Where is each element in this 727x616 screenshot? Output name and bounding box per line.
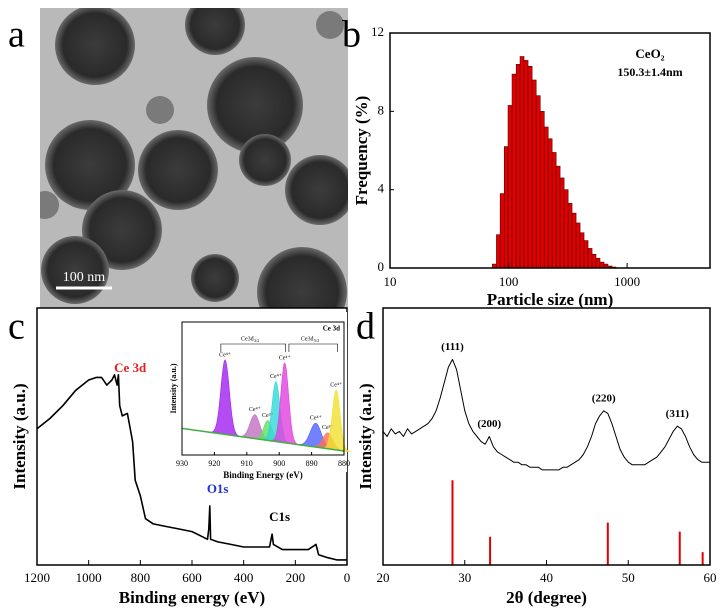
peak-label: (311) bbox=[666, 408, 690, 420]
y-axis-label: Intensity (a.u.) bbox=[10, 383, 29, 489]
x-tick-label: 100 bbox=[499, 274, 519, 289]
panel-letter: a bbox=[8, 14, 25, 56]
y-tick-label: 8 bbox=[378, 102, 385, 117]
group-label-sub: 5/2 bbox=[314, 338, 319, 343]
bar bbox=[511, 73, 517, 269]
x-tick-label: 40 bbox=[540, 570, 553, 585]
peak-label: Ce⁴⁺ bbox=[249, 407, 261, 413]
bar bbox=[527, 65, 533, 269]
x-tick-label: 400 bbox=[234, 570, 254, 585]
bar bbox=[599, 261, 605, 269]
inset-title: Ce 3d bbox=[323, 325, 340, 333]
y-axis-label: Frequency (%) bbox=[352, 96, 371, 206]
bar bbox=[583, 240, 589, 269]
bar bbox=[591, 253, 597, 269]
bar bbox=[595, 257, 601, 269]
background-line bbox=[181, 427, 345, 452]
bar bbox=[515, 64, 521, 269]
bar bbox=[499, 193, 505, 269]
x-tick-label: 920 bbox=[208, 459, 220, 468]
x-tick-label: 880 bbox=[338, 459, 350, 468]
bar bbox=[587, 248, 593, 269]
group-label-sub: 3/2 bbox=[254, 338, 259, 343]
x-tick-label: 900 bbox=[273, 459, 285, 468]
group-bracket bbox=[288, 343, 338, 352]
bar bbox=[535, 95, 541, 269]
x-tick-label: 1200 bbox=[24, 570, 50, 585]
x-axis-label: 2θ (degree) bbox=[506, 588, 587, 607]
x-tick-label: 800 bbox=[131, 570, 151, 585]
bar bbox=[559, 177, 565, 269]
fit-peak bbox=[268, 362, 301, 446]
peak-label: Ce³⁺ bbox=[262, 413, 274, 419]
bar bbox=[563, 189, 569, 269]
peak-label: Ce⁴⁺ bbox=[330, 382, 342, 388]
x-tick-label: 0 bbox=[344, 570, 351, 585]
bar bbox=[531, 79, 537, 269]
y-axis-label: Intensity (a.u.) bbox=[169, 363, 178, 413]
bar bbox=[543, 126, 549, 269]
panel-letter: d bbox=[356, 306, 375, 348]
y-axis-label: Intensity (a.u.) bbox=[356, 383, 375, 489]
x-tick-label: 200 bbox=[286, 570, 306, 585]
panel-letter: c bbox=[8, 306, 25, 348]
annotation: 150.3±1.4nm bbox=[617, 65, 682, 79]
x-tick-label: 50 bbox=[622, 570, 635, 585]
peak-label: C1s bbox=[269, 509, 290, 524]
bar bbox=[575, 222, 581, 269]
bar bbox=[555, 165, 561, 269]
bar bbox=[571, 212, 577, 269]
peak-label: Ce⁴⁺ bbox=[219, 352, 231, 358]
data-line bbox=[36, 374, 347, 561]
x-tick-label: 20 bbox=[377, 570, 390, 585]
bar bbox=[496, 234, 501, 269]
group-label: Ce3d bbox=[301, 336, 314, 342]
bar bbox=[547, 138, 553, 269]
peak-label: Ce⁴⁺ bbox=[310, 416, 322, 422]
bar bbox=[523, 60, 529, 269]
y-tick-label: 4 bbox=[378, 181, 385, 196]
bar bbox=[507, 105, 513, 269]
tem-image bbox=[40, 8, 348, 308]
x-tick-label: 910 bbox=[241, 459, 253, 468]
y-tick-label: 0 bbox=[378, 259, 385, 274]
peak-label: Ce⁴⁺ bbox=[279, 355, 291, 361]
bar bbox=[551, 152, 557, 269]
peak-label: (220) bbox=[592, 392, 616, 404]
panel-letter: b bbox=[342, 14, 361, 56]
x-tick-label: 1000 bbox=[76, 570, 102, 585]
x-tick-label: 10 bbox=[384, 274, 397, 289]
inset-x-label: Binding Energy (eV) bbox=[223, 470, 303, 480]
bar bbox=[519, 56, 525, 269]
peak-label: (111) bbox=[441, 341, 464, 353]
x-tick-label: 930 bbox=[176, 459, 188, 468]
scale-bar-label: 100 nm bbox=[63, 270, 106, 285]
x-tick-label: 30 bbox=[458, 570, 471, 585]
x-tick-label: 890 bbox=[306, 459, 318, 468]
bar bbox=[503, 146, 509, 269]
plot-frame bbox=[181, 321, 345, 456]
x-tick-label: 600 bbox=[182, 570, 202, 585]
plot-frame bbox=[389, 32, 711, 269]
x-axis-label: Binding energy (eV) bbox=[119, 588, 265, 607]
y-tick-label: 12 bbox=[371, 24, 384, 39]
peak-label: (200) bbox=[477, 418, 501, 430]
x-tick-label: 60 bbox=[704, 570, 717, 585]
bar bbox=[539, 111, 545, 269]
x-tick-label: 1000 bbox=[614, 274, 640, 289]
peak-label: Ce⁴⁺ bbox=[270, 374, 282, 380]
peak-label: Ce 3d bbox=[114, 360, 147, 375]
peak-label: Ce³⁺ bbox=[322, 425, 334, 431]
bar bbox=[567, 203, 573, 269]
x-axis-label: Particle size (nm) bbox=[487, 290, 614, 309]
data-line bbox=[382, 358, 710, 471]
peak-label: O1s bbox=[207, 481, 229, 496]
bar bbox=[579, 232, 585, 269]
group-label: Ce3d bbox=[241, 336, 254, 342]
plot-frame bbox=[382, 307, 711, 566]
annotation: CeO₂ bbox=[635, 46, 664, 61]
group-bracket bbox=[220, 343, 286, 352]
